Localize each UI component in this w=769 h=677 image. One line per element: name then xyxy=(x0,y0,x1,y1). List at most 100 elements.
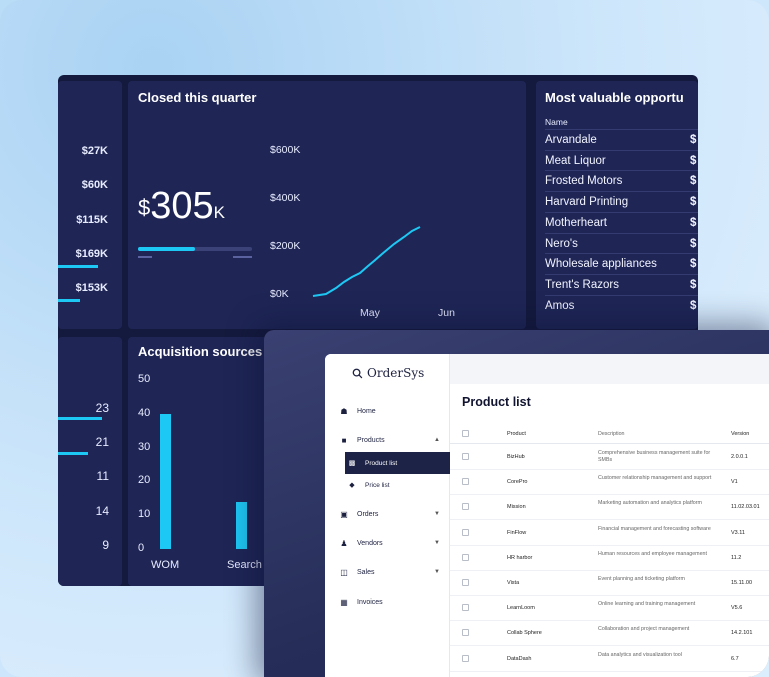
product-name: Vista xyxy=(507,580,520,586)
opportunity-row[interactable]: Frosted Motors $ xyxy=(545,170,698,191)
table-row[interactable]: CorePro Customer relationship management … xyxy=(450,470,769,496)
basket-icon: ◫ xyxy=(340,567,348,577)
product-description: Event planning and ticketing platform xyxy=(598,576,685,582)
row-checkbox[interactable] xyxy=(462,478,469,486)
row-checkbox[interactable] xyxy=(462,528,469,536)
opportunity-name: Nero's xyxy=(545,237,578,250)
product-version: 11.2 xyxy=(731,554,742,561)
revenue-panel: $27K $60K $115K $169K $153K xyxy=(58,81,122,329)
opportunity-name: Meat Liquor xyxy=(545,154,606,167)
amount-suffix: K xyxy=(213,203,225,222)
opportunity-row[interactable]: Motherheart $ xyxy=(545,211,698,233)
row-checkbox[interactable] xyxy=(462,654,469,662)
product-description: Human resources and employee management xyxy=(598,550,707,557)
opportunity-row[interactable]: Arvandale $ xyxy=(545,129,698,150)
opportunity-row[interactable]: Trent's Razors $ xyxy=(545,273,698,295)
row-checkbox[interactable] xyxy=(462,604,469,612)
left-bar xyxy=(58,452,88,455)
column-description[interactable]: Description xyxy=(598,431,625,437)
y-tick: 0 xyxy=(138,542,145,554)
bar-value: 11 xyxy=(96,469,109,483)
row-checkbox[interactable] xyxy=(462,629,469,637)
row-checkbox[interactable] xyxy=(462,453,469,460)
home-icon: ☗ xyxy=(340,406,348,416)
table-row[interactable]: BizHub Comprehensive business management … xyxy=(450,445,769,470)
product-name: CorePro xyxy=(507,479,528,486)
opportunity-row[interactable]: Nero's $ xyxy=(545,232,698,254)
ordersys-app: OrderSys ☗ Home ■ Products ▲ ▩ Product l… xyxy=(325,354,769,677)
row-checkbox[interactable] xyxy=(462,503,469,511)
table-row[interactable]: Collab Sphere Collaboration and project m… xyxy=(450,621,769,647)
nav-label: Price list xyxy=(365,481,390,489)
table-row[interactable]: Mission Marketing automation and analytic… xyxy=(450,495,769,521)
table-row[interactable]: HR harbor Human resources and employee ma… xyxy=(450,546,769,571)
nav-item-invoices[interactable]: ▦ Invoices xyxy=(337,591,450,613)
x-tick: Search xyxy=(227,559,262,571)
table-row[interactable]: LearnLoom Online learning and training ma… xyxy=(450,596,769,622)
chevron-up-icon: ▲ xyxy=(434,437,440,443)
opportunities-panel: Most valuable opportu Name Arvandale $ Mea… xyxy=(536,81,698,329)
select-all-checkbox[interactable] xyxy=(462,430,469,437)
x-tick: Jun xyxy=(438,307,455,319)
bar-value: 21 xyxy=(95,435,109,449)
product-version: V3.11 xyxy=(731,529,745,536)
product-description: Data analytics and visualization tool xyxy=(598,651,682,658)
y-tick: 30 xyxy=(138,440,151,453)
column-version[interactable]: Version xyxy=(731,431,750,437)
table-header: Product Description Version xyxy=(450,424,769,444)
product-name: FinFlow xyxy=(507,529,527,536)
product-description: Collaboration and project management xyxy=(598,626,690,633)
closed-amount: $305K xyxy=(138,185,225,228)
revenue-tick: $27K xyxy=(81,145,108,157)
product-version: 6.7 xyxy=(731,655,739,662)
nav-item-products[interactable]: ■ Products ▲ xyxy=(337,429,450,451)
column-header: Name xyxy=(545,117,568,127)
opportunity-value: $ xyxy=(690,175,697,188)
product-version: V1 xyxy=(731,479,738,486)
opportunity-row[interactable]: Harvard Printing $ xyxy=(545,191,698,212)
top-bar xyxy=(450,354,769,384)
nav-item-home[interactable]: ☗ Home xyxy=(337,400,450,422)
panel-title: Acquisition sources xyxy=(138,344,263,359)
product-version: 2.0.0.1 xyxy=(731,454,748,460)
y-tick: 40 xyxy=(138,406,151,419)
y-tick: $400K xyxy=(270,192,301,204)
product-name: LearnLoom xyxy=(507,605,535,612)
person-icon: ♟ xyxy=(340,538,348,548)
app-logo[interactable]: OrderSys xyxy=(352,366,424,380)
nav-item-price-list[interactable]: ◆ Price list xyxy=(345,474,450,496)
bar-value: 23 xyxy=(95,401,109,415)
table-row[interactable]: FinFlow Financial management and forecast… xyxy=(450,521,769,546)
row-checkbox[interactable] xyxy=(462,553,469,561)
opportunity-row[interactable]: Wholesale appliances $ xyxy=(545,253,698,274)
page-title: Product list xyxy=(462,395,531,409)
acquisition-bar[interactable] xyxy=(236,501,247,549)
opportunity-value: $ xyxy=(690,216,697,229)
chevron-down-icon: ▼ xyxy=(434,569,440,575)
table-row[interactable]: DataDash Data analytics and visualization… xyxy=(450,647,769,672)
x-tick: WOM xyxy=(151,559,180,571)
y-tick: 20 xyxy=(138,474,151,487)
y-tick: $0K xyxy=(270,288,289,300)
acquisition-bar[interactable] xyxy=(160,413,171,549)
bar-value: 9 xyxy=(102,538,109,552)
product-description: Marketing automation and analytics platf… xyxy=(598,500,702,507)
nav-label: Orders xyxy=(357,510,379,518)
nav-item-product-list[interactable]: ▩ Product list xyxy=(345,452,450,474)
nav-item-orders[interactable]: ▣ Orders ▼ xyxy=(337,503,450,525)
opportunity-row[interactable]: Meat Liquor $ xyxy=(545,149,698,171)
progress-caption-left xyxy=(138,256,152,258)
column-product[interactable]: Product xyxy=(507,431,526,437)
row-checkbox[interactable] xyxy=(462,579,469,586)
y-tick: $200K xyxy=(270,240,301,252)
opportunity-row[interactable]: Amos $ xyxy=(545,294,698,316)
nav-item-vendors[interactable]: ♟ Vendors ▼ xyxy=(337,532,450,554)
logo-icon xyxy=(352,368,363,378)
opportunity-value: $ xyxy=(690,299,697,312)
invoice-icon: ▦ xyxy=(340,597,348,607)
opportunity-name: Frosted Motors xyxy=(545,175,623,188)
product-description: Financial management and forecasting sof… xyxy=(598,525,711,532)
table-row[interactable]: Vista Event planning and ticketing platfo… xyxy=(450,571,769,596)
nav-item-sales[interactable]: ◫ Sales ▼ xyxy=(337,561,450,583)
